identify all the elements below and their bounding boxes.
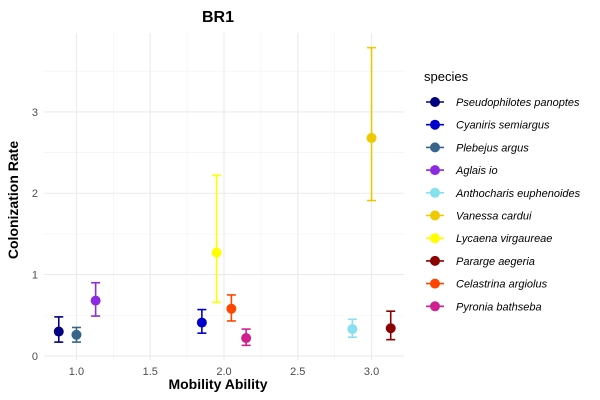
legend-entry: Pararge aegeria bbox=[426, 255, 535, 268]
series-point-group bbox=[385, 310, 396, 341]
legend-key-point bbox=[430, 255, 440, 266]
legend-entry: Aglais io bbox=[426, 165, 498, 177]
legend-key-point bbox=[430, 165, 440, 176]
series-point-group bbox=[90, 281, 101, 317]
legend-label: Cyaniris semiargus bbox=[456, 120, 550, 132]
x-tick-label: 1.0 bbox=[69, 366, 84, 378]
legend-entry: Plebejus argus bbox=[426, 142, 529, 154]
x-axis-title: Mobility Ability bbox=[168, 376, 267, 392]
legend-key-point bbox=[430, 210, 440, 221]
series-point-group bbox=[211, 174, 222, 304]
y-tick-label: 0 bbox=[32, 351, 38, 363]
data-point bbox=[241, 333, 252, 344]
data-point bbox=[385, 323, 396, 334]
legend-entry: Pyronia bathseba bbox=[426, 301, 542, 313]
legend-title: species bbox=[424, 69, 469, 84]
series-point-group bbox=[196, 308, 207, 334]
marks-layer bbox=[53, 46, 396, 347]
legend-label: Pararge aegeria bbox=[456, 256, 535, 268]
data-point bbox=[53, 326, 64, 337]
legend-entry: Vanessa cardui bbox=[426, 210, 532, 223]
series-point-group bbox=[366, 46, 377, 202]
legend-entry: Pseudophilotes panoptes bbox=[426, 97, 580, 109]
series-point-group bbox=[226, 294, 237, 322]
legend-key-point bbox=[430, 187, 440, 198]
x-tick-label: 2.5 bbox=[290, 366, 305, 378]
data-point bbox=[211, 247, 222, 258]
legend-label: Celastrina argiolus bbox=[456, 279, 548, 291]
x-tick-label: 3.0 bbox=[364, 366, 379, 378]
legend-label: Pseudophilotes panoptes bbox=[456, 97, 580, 109]
x-tick-label: 1.5 bbox=[143, 366, 158, 378]
legend-key-point bbox=[430, 301, 440, 312]
data-point bbox=[90, 295, 101, 306]
data-point bbox=[347, 324, 358, 335]
legend-label: Plebejus argus bbox=[456, 142, 529, 154]
data-point bbox=[71, 329, 82, 340]
x-tick-label: 2.0 bbox=[216, 366, 231, 378]
legend-entry: Lycaena virgaureae bbox=[426, 233, 552, 245]
axis-layer: 1.0 1.5 2.0 2.5 3.0 0 1 2 3 bbox=[32, 107, 379, 378]
series-point-group bbox=[53, 316, 64, 343]
legend-label: Anthocharis euphenoides bbox=[455, 188, 581, 200]
legend-entry: Cyaniris semiargus bbox=[426, 119, 550, 132]
legend-key-point bbox=[430, 233, 440, 244]
legend-key-point bbox=[430, 119, 440, 130]
data-point bbox=[226, 303, 237, 314]
legend-label: Aglais io bbox=[455, 165, 498, 177]
series-point-group bbox=[241, 328, 252, 347]
y-axis-title: Colonization Rate bbox=[5, 141, 21, 259]
legend-entry: Anthocharis euphenoides bbox=[426, 187, 581, 200]
legend-key-point bbox=[430, 278, 440, 289]
legend-entry: Celastrina argiolus bbox=[426, 278, 548, 291]
y-tick-label: 1 bbox=[32, 270, 38, 282]
legend-key-point bbox=[430, 142, 440, 153]
data-point bbox=[366, 132, 377, 143]
legend-label: Lycaena virgaureae bbox=[456, 233, 552, 245]
y-tick-label: 2 bbox=[32, 188, 38, 200]
legend-label: Pyronia bathseba bbox=[456, 301, 542, 313]
legend: species Pseudophilotes panoptes Cyaniris … bbox=[424, 69, 581, 313]
series-point-group bbox=[71, 326, 82, 343]
y-tick-label: 3 bbox=[32, 107, 38, 119]
legend-label: Vanessa cardui bbox=[456, 211, 532, 223]
chart-title: BR1 bbox=[202, 9, 234, 26]
series-point-group bbox=[347, 318, 358, 339]
legend-key-point bbox=[430, 97, 440, 107]
data-point bbox=[196, 317, 207, 328]
